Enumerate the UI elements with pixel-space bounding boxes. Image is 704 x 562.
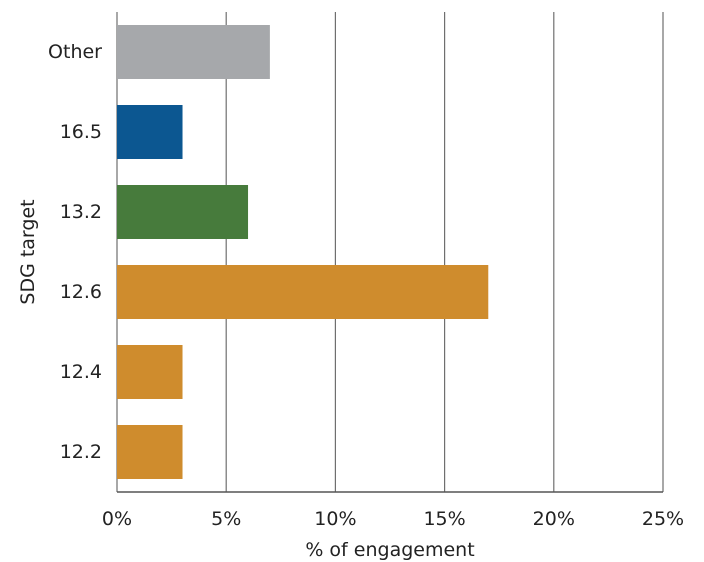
x-axis-title: % of engagement: [305, 539, 474, 561]
bar-13-2: [117, 185, 249, 239]
category-label: 12.6: [60, 281, 102, 303]
category-label: 12.4: [60, 361, 102, 383]
x-tick-label: 25%: [642, 508, 684, 530]
bar-12-4: [117, 345, 183, 399]
x-tick-label: 0%: [102, 508, 132, 530]
bar-12-2: [117, 425, 183, 479]
x-tick-label: 5%: [211, 508, 241, 530]
bar-other: [117, 25, 270, 79]
bars: [117, 25, 489, 479]
gridlines: [116, 12, 664, 492]
x-tick-labels: 0% 5% 10% 15% 20% 25%: [102, 508, 684, 530]
bar-16-5: [117, 105, 183, 159]
category-label: 12.2: [60, 441, 102, 463]
y-axis-title: SDG target: [17, 199, 39, 304]
category-label: 16.5: [60, 121, 102, 143]
category-label: 13.2: [60, 201, 102, 223]
bar-12-6: [117, 265, 489, 319]
category-labels: Other 16.5 13.2 12.6 12.4 12.2: [48, 41, 102, 463]
category-label: Other: [48, 41, 102, 63]
x-tick-label: 10%: [314, 508, 356, 530]
x-tick-label: 15%: [423, 508, 465, 530]
x-tick-label: 20%: [533, 508, 575, 530]
